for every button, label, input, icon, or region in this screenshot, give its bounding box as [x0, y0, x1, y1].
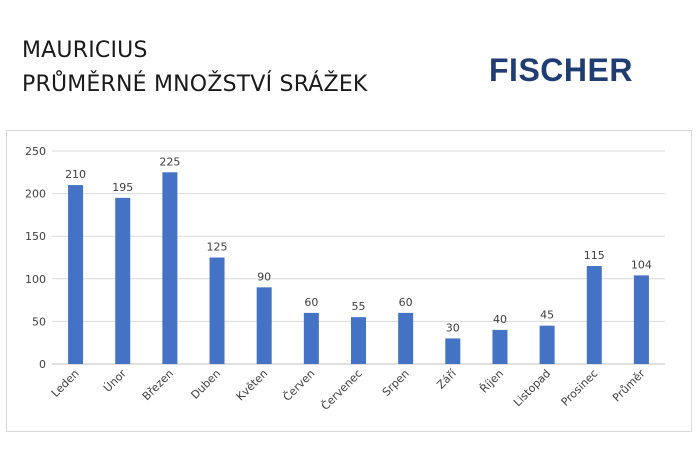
x-tick-label: Září — [434, 366, 459, 391]
bar — [398, 312, 414, 364]
x-tick-label: Listopad — [511, 367, 553, 409]
y-tick-label: 100 — [25, 273, 46, 286]
bar — [68, 185, 84, 364]
data-label: 30 — [446, 321, 460, 334]
data-label: 60 — [304, 296, 318, 309]
y-tick-label: 250 — [25, 145, 46, 158]
bar — [445, 338, 461, 364]
x-tick-label: Květen — [234, 367, 270, 403]
bar — [492, 329, 508, 364]
bar — [539, 325, 555, 364]
data-label: 104 — [631, 258, 652, 271]
x-tick-label: Duben — [188, 367, 223, 402]
data-label: 55 — [352, 300, 366, 313]
bar — [256, 287, 272, 364]
x-tick-label: Průměr — [610, 367, 648, 405]
x-tick-label: Červen — [281, 367, 318, 404]
x-tick-label: Leden — [49, 367, 82, 400]
bar — [115, 197, 131, 364]
bar — [633, 275, 649, 364]
chart-title: MAURICIUS PRŮMĚRNÉ MNOŽSTVÍ SRÁŽEK — [22, 34, 368, 102]
x-tick-label: Březen — [140, 367, 176, 403]
data-label: 40 — [493, 313, 507, 326]
data-label: 225 — [159, 155, 180, 168]
bar — [586, 266, 602, 364]
data-label: 210 — [65, 168, 86, 181]
fischer-logo: FISCHER — [489, 52, 633, 88]
title-line-1: MAURICIUS — [22, 38, 148, 63]
x-tick-label: Únor — [101, 367, 129, 395]
title-line-2: PRŮMĚRNÉ MNOŽSTVÍ SRÁŽEK — [22, 72, 368, 97]
chart-frame — [6, 130, 692, 432]
x-tick-label: Srpen — [380, 367, 412, 399]
bar — [162, 172, 178, 364]
data-label: 60 — [399, 296, 413, 309]
data-label: 115 — [584, 249, 605, 262]
x-tick-label: Červenec — [319, 367, 365, 413]
data-label: 45 — [540, 309, 554, 322]
data-label: 125 — [207, 241, 228, 254]
bar — [303, 312, 319, 364]
y-tick-label: 200 — [25, 188, 46, 201]
bar — [351, 317, 366, 364]
data-label: 195 — [112, 181, 133, 194]
y-tick-label: 150 — [25, 230, 46, 243]
data-label: 90 — [257, 270, 271, 283]
bar — [209, 257, 225, 364]
x-tick-label: Prosinec — [559, 367, 601, 409]
x-tick-label: Říjen — [477, 367, 506, 396]
y-tick-label: 50 — [32, 315, 46, 328]
y-tick-label: 0 — [39, 358, 46, 371]
